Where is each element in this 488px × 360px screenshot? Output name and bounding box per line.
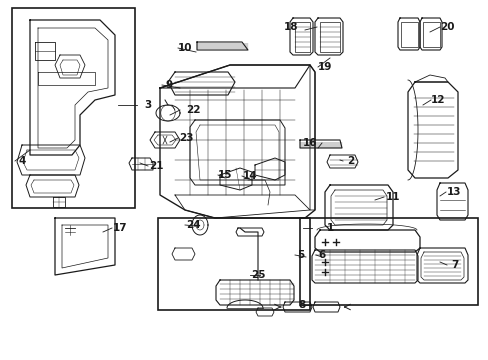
Text: 13: 13: [446, 187, 460, 197]
Bar: [422, 22, 439, 47]
Bar: [319, 22, 339, 52]
Bar: [158, 218, 309, 310]
Text: 22: 22: [185, 105, 200, 115]
Text: 17: 17: [112, 223, 127, 233]
Bar: [12, 8, 135, 208]
Text: 11: 11: [385, 192, 400, 202]
Text: 8: 8: [298, 300, 305, 310]
Text: 1: 1: [325, 223, 333, 233]
Text: 25: 25: [250, 270, 264, 280]
Text: 3: 3: [144, 100, 151, 110]
Text: 2: 2: [346, 156, 354, 166]
Text: 24: 24: [185, 220, 200, 230]
Text: 12: 12: [430, 95, 445, 105]
Text: 10: 10: [177, 43, 192, 53]
Text: 14: 14: [242, 171, 257, 181]
Text: 23: 23: [179, 133, 193, 143]
Bar: [294, 22, 309, 52]
Text: 9: 9: [165, 80, 172, 90]
Text: 5: 5: [297, 250, 304, 260]
Text: 18: 18: [283, 22, 298, 32]
Text: 21: 21: [148, 161, 163, 171]
Text: 6: 6: [318, 250, 325, 260]
Text: 19: 19: [317, 62, 331, 72]
Bar: [400, 22, 417, 47]
Text: 4: 4: [18, 156, 26, 166]
Text: 7: 7: [450, 260, 458, 270]
Text: 16: 16: [302, 138, 317, 148]
Text: 20: 20: [439, 22, 453, 32]
Bar: [299, 218, 477, 305]
Text: 15: 15: [217, 170, 232, 180]
